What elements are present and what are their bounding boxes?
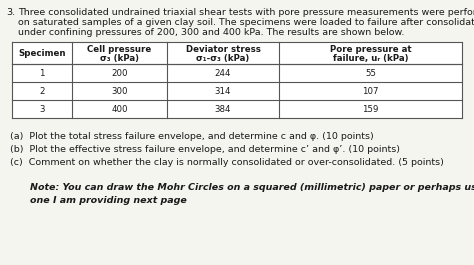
Text: one I am providing next page: one I am providing next page xyxy=(30,196,187,205)
Text: (b)  Plot the effective stress failure envelope, and determine c’ and φ’. (10 po: (b) Plot the effective stress failure en… xyxy=(10,145,400,154)
Text: 55: 55 xyxy=(365,68,376,77)
Text: 1: 1 xyxy=(39,68,45,77)
Text: Three consolidated undrained triaxial shear tests with pore pressure measurement: Three consolidated undrained triaxial sh… xyxy=(18,8,474,17)
Bar xyxy=(12,42,462,118)
Text: 159: 159 xyxy=(362,104,379,113)
Text: 300: 300 xyxy=(111,86,128,95)
Text: Cell pressure: Cell pressure xyxy=(87,45,152,54)
Text: Pore pressure at: Pore pressure at xyxy=(330,45,411,54)
Text: Specimen: Specimen xyxy=(18,48,66,58)
Text: σ₁-σ₃ (kPa): σ₁-σ₃ (kPa) xyxy=(196,55,250,64)
Text: 3.: 3. xyxy=(6,8,15,17)
Text: (a)  Plot the total stress failure envelope, and determine c and φ. (10 points): (a) Plot the total stress failure envelo… xyxy=(10,132,374,141)
Text: 3: 3 xyxy=(39,104,45,113)
Text: σ₃ (kPa): σ₃ (kPa) xyxy=(100,55,139,64)
Text: 314: 314 xyxy=(215,86,231,95)
Text: 384: 384 xyxy=(215,104,231,113)
Text: 107: 107 xyxy=(362,86,379,95)
Text: 2: 2 xyxy=(39,86,45,95)
Text: on saturated samples of a given clay soil. The specimens were loaded to failure : on saturated samples of a given clay soi… xyxy=(18,18,474,27)
Text: Note: You can draw the Mohr Circles on a squared (millimetric) paper or perhaps : Note: You can draw the Mohr Circles on a… xyxy=(30,183,474,192)
Text: 244: 244 xyxy=(215,68,231,77)
Text: under confining pressures of 200, 300 and 400 kPa. The results are shown below.: under confining pressures of 200, 300 an… xyxy=(18,28,404,37)
Text: failure, uᵣ (kPa): failure, uᵣ (kPa) xyxy=(333,55,408,64)
Text: 200: 200 xyxy=(111,68,128,77)
Text: 400: 400 xyxy=(111,104,128,113)
Text: Deviator stress: Deviator stress xyxy=(185,45,260,54)
Text: (c)  Comment on whether the clay is normally consolidated or over-consolidated. : (c) Comment on whether the clay is norma… xyxy=(10,158,444,167)
